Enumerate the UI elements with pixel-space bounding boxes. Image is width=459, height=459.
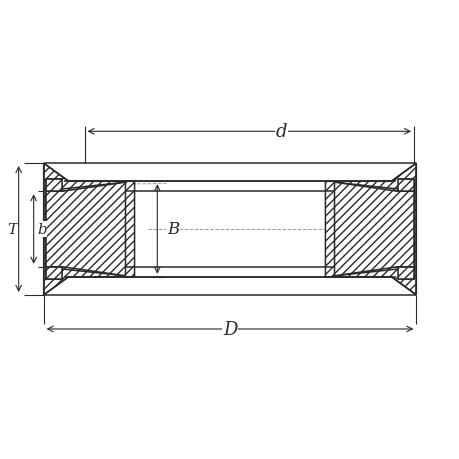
- Polygon shape: [397, 267, 413, 280]
- Polygon shape: [46, 179, 62, 192]
- Text: d: d: [275, 123, 286, 141]
- Text: b: b: [37, 223, 47, 236]
- Polygon shape: [44, 164, 134, 295]
- Text: B: B: [167, 221, 179, 238]
- Polygon shape: [46, 267, 62, 280]
- Text: D: D: [222, 320, 237, 338]
- Polygon shape: [325, 164, 415, 295]
- Polygon shape: [334, 183, 413, 276]
- Polygon shape: [397, 179, 413, 192]
- Text: T: T: [7, 223, 17, 236]
- Polygon shape: [46, 183, 125, 276]
